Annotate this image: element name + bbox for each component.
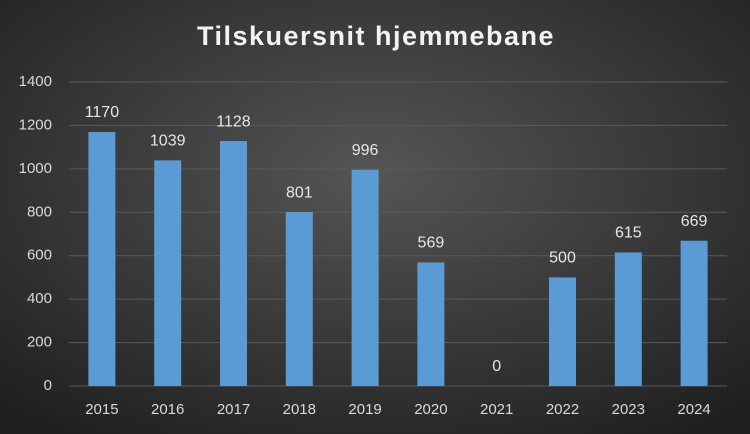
value-label: 669 [681, 213, 708, 230]
x-tick-label: 2021 [480, 401, 513, 418]
x-tick-label: 2016 [151, 401, 184, 418]
bar [220, 141, 247, 386]
bar [549, 277, 576, 386]
y-tick-label: 1000 [19, 160, 52, 177]
y-tick-label: 1400 [19, 73, 52, 90]
value-label: 615 [615, 225, 642, 242]
y-tick-label: 200 [27, 334, 52, 351]
value-label: 801 [286, 184, 313, 201]
y-tick-label: 800 [27, 203, 52, 220]
value-label: 996 [352, 142, 379, 159]
bar [154, 160, 182, 386]
x-tick-label: 2020 [414, 401, 447, 418]
y-tick-label: 400 [27, 290, 52, 307]
bar [417, 262, 445, 386]
x-tick-label: 2023 [612, 401, 645, 418]
value-label: 1039 [150, 133, 186, 150]
y-tick-label: 1200 [19, 116, 52, 133]
value-label: 569 [418, 235, 445, 252]
x-tick-label: 2015 [85, 401, 118, 418]
x-tick-label: 2024 [677, 401, 710, 418]
value-label: 1170 [85, 104, 120, 121]
x-tick-label: 2017 [217, 401, 250, 418]
bar [88, 131, 116, 386]
x-tick-label: 2018 [283, 401, 316, 418]
value-label: 1128 [216, 113, 251, 130]
chart-title: Tilskuersnit hjemmebane [197, 21, 555, 51]
value-label: 0 [492, 358, 501, 375]
x-tick-label: 2019 [348, 401, 381, 418]
bar [614, 252, 642, 386]
y-tick-label: 600 [27, 247, 52, 264]
value-label: 500 [549, 250, 576, 267]
bar [680, 240, 708, 386]
bar [285, 212, 313, 386]
y-tick-label: 0 [44, 377, 52, 394]
bar [351, 169, 379, 386]
x-tick-label: 2022 [546, 401, 579, 418]
